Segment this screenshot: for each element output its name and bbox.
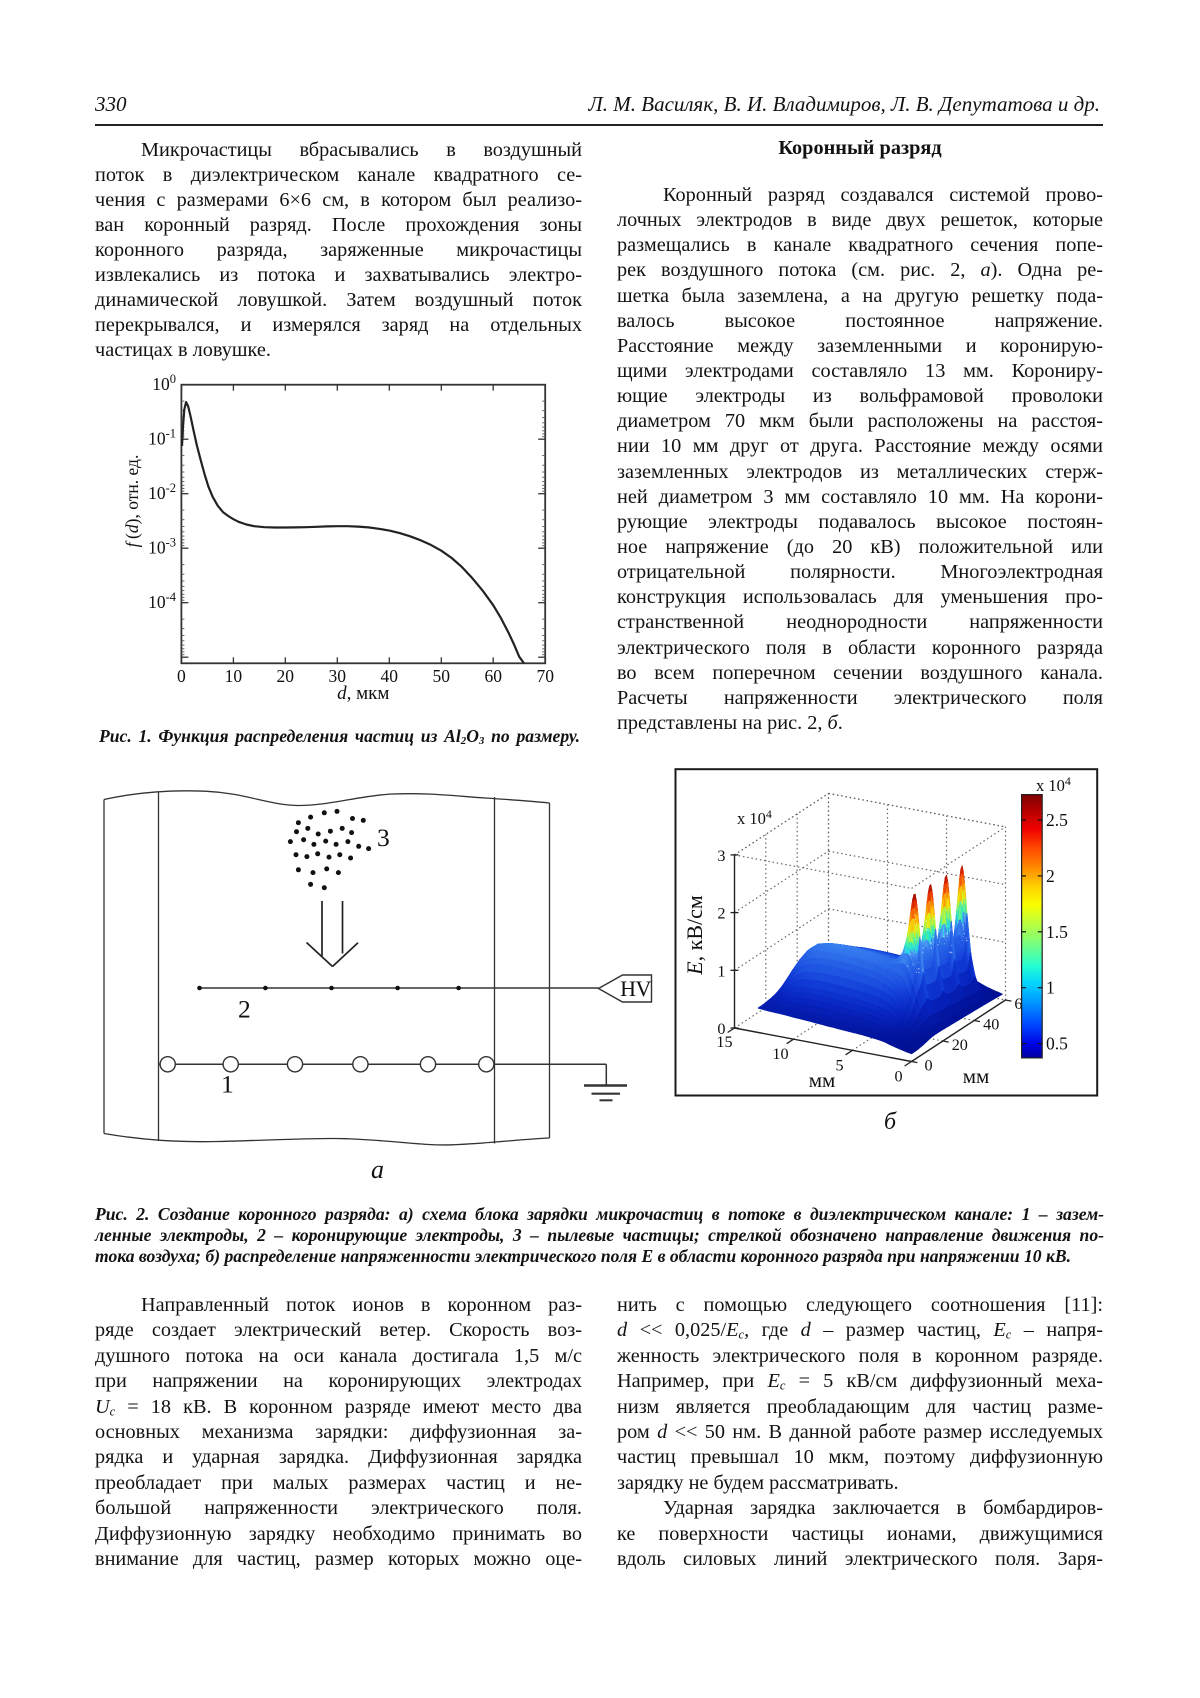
svg-text:f (d), отн. ед.: f (d), отн. ед.	[122, 455, 142, 548]
svg-text:0.5: 0.5	[1046, 1034, 1068, 1054]
svg-text:20: 20	[952, 1036, 968, 1054]
svg-text:d, мкм: d, мкм	[337, 683, 389, 704]
svg-text:100: 100	[152, 372, 176, 394]
svg-text:а: а	[371, 1155, 384, 1184]
svg-text:0: 0	[924, 1057, 932, 1075]
svg-text:0: 0	[177, 666, 186, 686]
svg-text:10-1: 10-1	[148, 427, 176, 449]
svg-text:40: 40	[983, 1016, 999, 1034]
svg-text:10-2: 10-2	[148, 481, 176, 503]
svg-text:2.5: 2.5	[1046, 810, 1068, 830]
svg-text:3: 3	[377, 823, 390, 852]
svg-text:2: 2	[238, 995, 251, 1024]
svg-text:3: 3	[717, 847, 725, 865]
svg-text:HV: HV	[620, 976, 651, 1001]
svg-text:1: 1	[717, 962, 725, 980]
svg-text:30: 30	[329, 666, 347, 686]
svg-text:60: 60	[484, 666, 502, 686]
svg-text:10: 10	[225, 666, 243, 686]
svg-text:мм: мм	[963, 1064, 990, 1088]
svg-text:10: 10	[772, 1045, 788, 1063]
svg-text:20: 20	[277, 666, 295, 686]
svg-text:40: 40	[381, 666, 399, 686]
svg-text:0: 0	[717, 1020, 725, 1038]
svg-text:10-3: 10-3	[148, 536, 176, 558]
svg-text:1: 1	[1046, 978, 1055, 998]
svg-text:б: б	[884, 1109, 897, 1135]
svg-text:мм: мм	[809, 1068, 836, 1092]
svg-text:0: 0	[894, 1068, 902, 1086]
svg-text:E, кВ/см: E, кВ/см	[682, 895, 707, 976]
svg-text:x 104: x 104	[737, 807, 772, 828]
svg-text:1.5: 1.5	[1046, 922, 1068, 942]
svg-text:50: 50	[433, 666, 451, 686]
svg-text:15: 15	[716, 1033, 732, 1051]
svg-text:10-4: 10-4	[148, 590, 177, 612]
svg-text:1: 1	[221, 1070, 234, 1099]
svg-text:x 104: x 104	[1036, 774, 1071, 795]
svg-text:2: 2	[1046, 866, 1055, 886]
svg-text:5: 5	[835, 1056, 843, 1074]
svg-text:70: 70	[536, 666, 554, 686]
svg-text:2: 2	[717, 905, 725, 923]
